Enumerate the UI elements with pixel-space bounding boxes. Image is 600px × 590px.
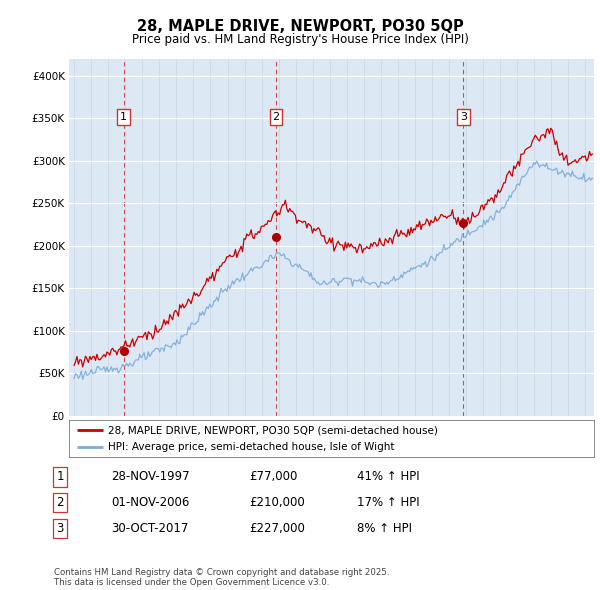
Text: Contains HM Land Registry data © Crown copyright and database right 2025.
This d: Contains HM Land Registry data © Crown c… <box>54 568 389 587</box>
Text: £210,000: £210,000 <box>249 496 305 509</box>
Text: 1: 1 <box>56 470 64 483</box>
Text: HPI: Average price, semi-detached house, Isle of Wight: HPI: Average price, semi-detached house,… <box>109 442 395 452</box>
Text: 28, MAPLE DRIVE, NEWPORT, PO30 5QP (semi-detached house): 28, MAPLE DRIVE, NEWPORT, PO30 5QP (semi… <box>109 425 438 435</box>
Text: £77,000: £77,000 <box>249 470 298 483</box>
Text: 2: 2 <box>56 496 64 509</box>
Text: Price paid vs. HM Land Registry's House Price Index (HPI): Price paid vs. HM Land Registry's House … <box>131 33 469 46</box>
Text: 8% ↑ HPI: 8% ↑ HPI <box>357 522 412 535</box>
Text: 2: 2 <box>272 112 280 122</box>
Text: 17% ↑ HPI: 17% ↑ HPI <box>357 496 419 509</box>
Text: 30-OCT-2017: 30-OCT-2017 <box>111 522 188 535</box>
Text: £227,000: £227,000 <box>249 522 305 535</box>
Text: 01-NOV-2006: 01-NOV-2006 <box>111 496 190 509</box>
Text: 3: 3 <box>460 112 467 122</box>
Text: 1: 1 <box>120 112 127 122</box>
Text: 28, MAPLE DRIVE, NEWPORT, PO30 5QP: 28, MAPLE DRIVE, NEWPORT, PO30 5QP <box>137 19 463 34</box>
Text: 3: 3 <box>56 522 64 535</box>
Text: 28-NOV-1997: 28-NOV-1997 <box>111 470 190 483</box>
Text: 41% ↑ HPI: 41% ↑ HPI <box>357 470 419 483</box>
